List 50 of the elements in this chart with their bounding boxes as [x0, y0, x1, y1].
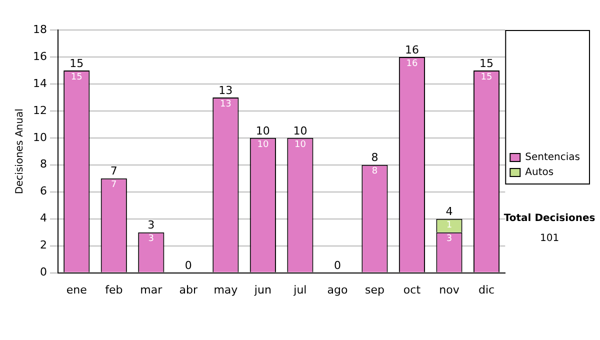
total-label: 3 [148, 218, 155, 232]
y-tick-label: 6 [40, 184, 47, 198]
y-tick-label: 0 [40, 266, 47, 279]
total-label: 8 [371, 151, 378, 164]
data-label: 15 [70, 72, 82, 82]
y-axis-title: Decisiones Anual [14, 108, 26, 194]
x-tick-label: ene [66, 283, 88, 296]
total-label: 10 [256, 124, 270, 138]
x-tick-label: sep [364, 283, 384, 296]
x-tick-label: may [214, 283, 238, 296]
x-tick-label: abr [179, 283, 198, 296]
x-tick-label: dic [478, 283, 495, 296]
data-label: 10 [257, 140, 269, 150]
total-label: 0 [334, 259, 341, 272]
total-label: 0 [184, 259, 192, 272]
x-tick-label: jun [253, 283, 272, 296]
legend-label: Sentencias [525, 152, 580, 164]
data-label: 7 [111, 180, 117, 190]
x-tick-label: oct [403, 283, 422, 296]
data-label: 15 [480, 72, 492, 82]
total-label: 13 [218, 84, 233, 97]
data-label: 16 [406, 58, 418, 69]
y-tick-label: 16 [32, 50, 47, 63]
y-tick-label: 12 [32, 104, 47, 117]
legend-label: Autos [525, 167, 554, 178]
x-tick-label: ago [327, 283, 348, 296]
y-tick-label: 4 [40, 212, 47, 225]
total-label: 10 [293, 124, 308, 138]
y-tick-label: 18 [32, 22, 47, 36]
total-label: 7 [110, 164, 118, 178]
data-label: 3 [446, 234, 452, 244]
data-label: 13 [220, 99, 232, 110]
y-tick-label: 10 [32, 130, 47, 144]
total-label: 16 [404, 43, 419, 56]
y-tick-label: 2 [40, 238, 47, 252]
annotation: Total Decisiones [504, 213, 596, 224]
x-tick-label: nov [439, 283, 460, 296]
x-tick-label: jul [292, 283, 307, 296]
total-label: 4 [446, 205, 453, 218]
y-tick-label: 8 [40, 158, 47, 171]
data-label: 1 [446, 220, 452, 231]
text: 101 [540, 233, 560, 244]
total-label: 15 [480, 56, 494, 70]
y-tick-label: 14 [32, 76, 47, 90]
x-tick-label: mar [140, 283, 163, 296]
data-label: 3 [148, 234, 154, 244]
total-label: 15 [70, 56, 84, 70]
data-label: 10 [294, 140, 306, 150]
data-label: 8 [372, 166, 378, 177]
x-tick-label: feb [105, 283, 123, 296]
